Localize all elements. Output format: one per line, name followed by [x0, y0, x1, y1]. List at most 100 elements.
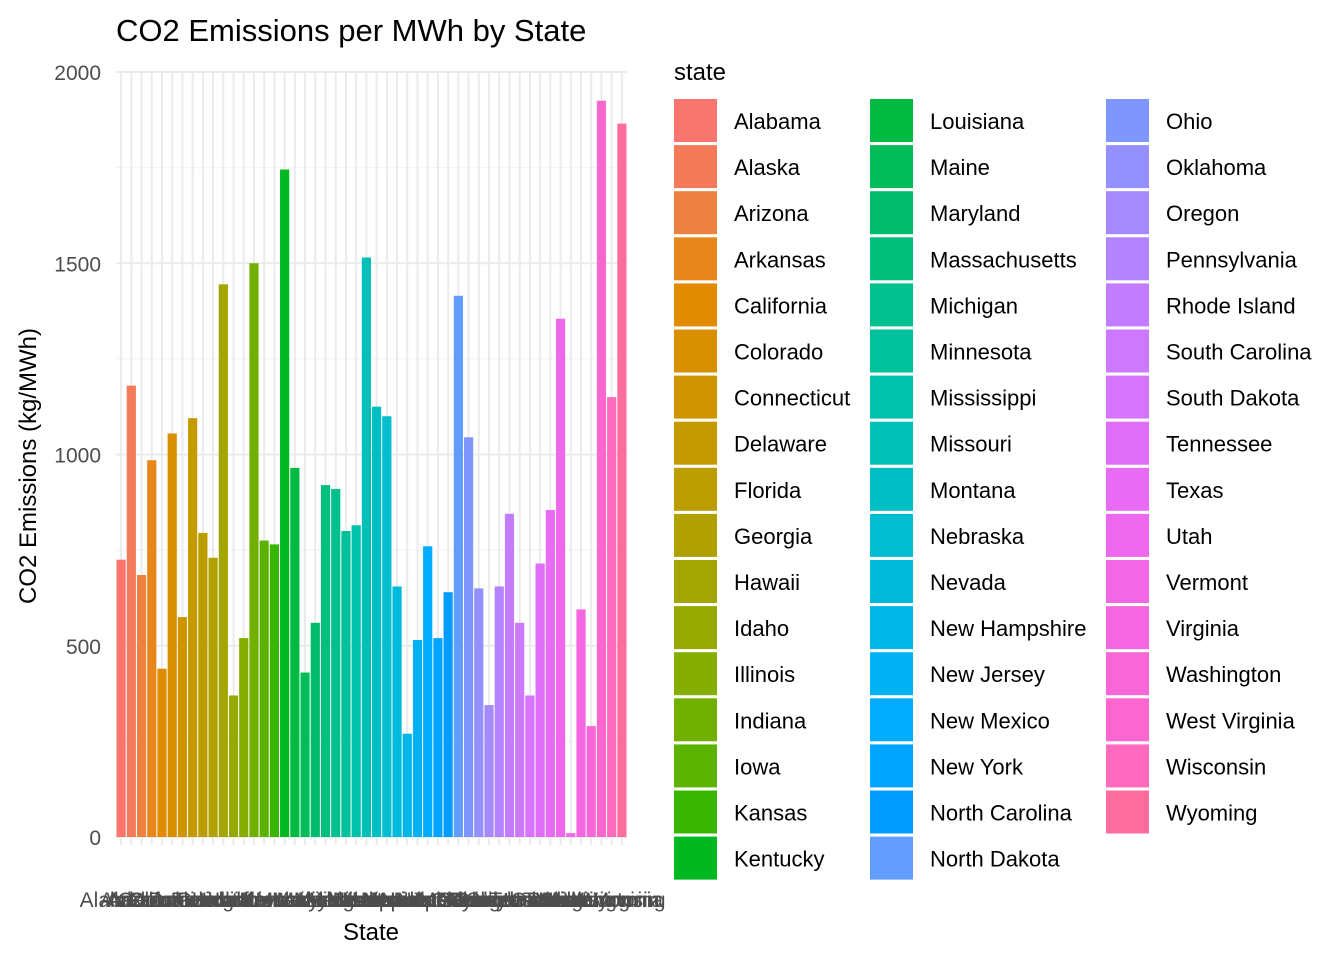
- legend-key: [870, 744, 913, 788]
- legend-key: [674, 513, 717, 557]
- legend-key: [870, 329, 913, 373]
- x-tick-label: Washington: [536, 889, 646, 912]
- legend-label: New Hampshire: [930, 616, 1087, 641]
- legend-key: [1106, 191, 1149, 235]
- legend-key: [870, 421, 913, 465]
- bar: [586, 726, 596, 837]
- legend-key: [1106, 237, 1149, 281]
- bar: [494, 586, 504, 837]
- bar: [412, 640, 423, 837]
- legend-key: [674, 698, 717, 742]
- x-tick-label: South Carolina: [450, 889, 589, 912]
- legend-key: [674, 283, 717, 327]
- x-tick-label: Oklahoma: [431, 889, 527, 912]
- bar: [361, 257, 371, 837]
- x-tick-label: Virginia: [546, 889, 616, 912]
- legend-key: [1106, 606, 1149, 650]
- bar: [463, 437, 474, 837]
- legend-label: Iowa: [734, 754, 781, 779]
- bar: [157, 668, 167, 837]
- x-tick-label: Wisconsin: [564, 889, 660, 912]
- legend-label: Missouri: [930, 432, 1012, 457]
- legend-key: [674, 329, 717, 373]
- bar: [188, 418, 198, 837]
- x-tick-label: Nebraska: [342, 889, 432, 912]
- legend-key: [1106, 467, 1149, 511]
- legend-label: Ohio: [1166, 109, 1212, 134]
- bar: [474, 588, 484, 837]
- legend-key: [870, 467, 913, 511]
- bar-layer: [116, 100, 627, 838]
- bar: [535, 563, 545, 837]
- legend-key: [1106, 421, 1149, 465]
- legend-key: [870, 237, 913, 281]
- x-tick-label: Montana: [336, 889, 418, 912]
- legend-label: Alaska: [734, 155, 801, 180]
- bar: [607, 397, 617, 837]
- legend-label: Rhode Island: [1166, 293, 1296, 318]
- bar: [177, 617, 188, 837]
- x-axis-label: State: [343, 919, 399, 946]
- legend-key: [674, 191, 717, 235]
- bar: [167, 433, 177, 837]
- legend-key: [674, 744, 717, 788]
- x-tick-label: Vermont: [532, 889, 610, 912]
- x-tick-label: West Virginia: [540, 889, 663, 912]
- legend-key: [1106, 375, 1149, 419]
- bar: [198, 532, 208, 837]
- legend-label: Illinois: [734, 662, 795, 687]
- x-tick-label: Rhode Island: [448, 889, 572, 912]
- legend-key: [870, 283, 913, 327]
- bar: [331, 488, 341, 837]
- bar: [208, 557, 218, 837]
- legend-label: New York: [930, 754, 1024, 779]
- x-tick-label: Louisiana: [250, 889, 340, 912]
- x-tick-label: Illinois: [215, 889, 273, 912]
- x-tick-label: Delaware: [148, 889, 237, 912]
- legend-label: Oregon: [1166, 201, 1239, 226]
- y-tick-label: 1500: [54, 253, 101, 276]
- legend-label: Oklahoma: [1166, 155, 1267, 180]
- bar: [147, 460, 157, 837]
- x-tick-label: Alaska: [100, 889, 163, 912]
- legend-label: Louisiana: [930, 109, 1025, 134]
- bar: [423, 546, 433, 837]
- bar: [596, 100, 607, 837]
- legend-key: [1106, 652, 1149, 696]
- chart-title: CO2 Emissions per MWh by State: [116, 13, 586, 48]
- legend-label: Minnesota: [930, 340, 1032, 365]
- bar: [566, 833, 576, 837]
- bar: [555, 318, 566, 837]
- y-axis-label: CO2 Emissions (kg/MWh): [15, 328, 42, 604]
- legend-key: [870, 652, 913, 696]
- legend-key: [674, 652, 717, 696]
- legend-label: Massachusetts: [930, 247, 1077, 272]
- x-tick-label: Indiana: [220, 889, 289, 912]
- x-tick-label: Colorado: [130, 889, 215, 912]
- legend-key: [674, 421, 717, 465]
- legend-key: [870, 99, 913, 142]
- x-tick-label: Utah: [538, 889, 582, 912]
- legend-key: [1106, 99, 1149, 142]
- legend-label: South Carolina: [1166, 340, 1312, 365]
- y-tick-label: 1000: [54, 445, 101, 468]
- x-tick-label: North Dakota: [397, 889, 521, 912]
- y-tick-label: 500: [66, 636, 101, 659]
- x-tick-label: Nevada: [361, 889, 434, 912]
- legend-label: Mississippi: [930, 386, 1036, 411]
- bar: [259, 540, 269, 837]
- legend-label: Colorado: [734, 340, 823, 365]
- bar: [545, 509, 555, 837]
- bar: [392, 586, 402, 837]
- x-axis-ticks: AlabamaAlaskaArizonaArkansasCaliforniaCo…: [80, 889, 666, 912]
- legend-key: [674, 790, 717, 834]
- legend-key: [1106, 560, 1149, 603]
- legend-key: [1106, 513, 1149, 557]
- legend-key: [1106, 790, 1149, 834]
- legend-label: Florida: [734, 478, 802, 503]
- legend-key: [674, 145, 717, 189]
- legend-key: [674, 99, 717, 142]
- legend-key: [870, 560, 913, 603]
- x-tick-label: New Hampshire: [333, 889, 482, 912]
